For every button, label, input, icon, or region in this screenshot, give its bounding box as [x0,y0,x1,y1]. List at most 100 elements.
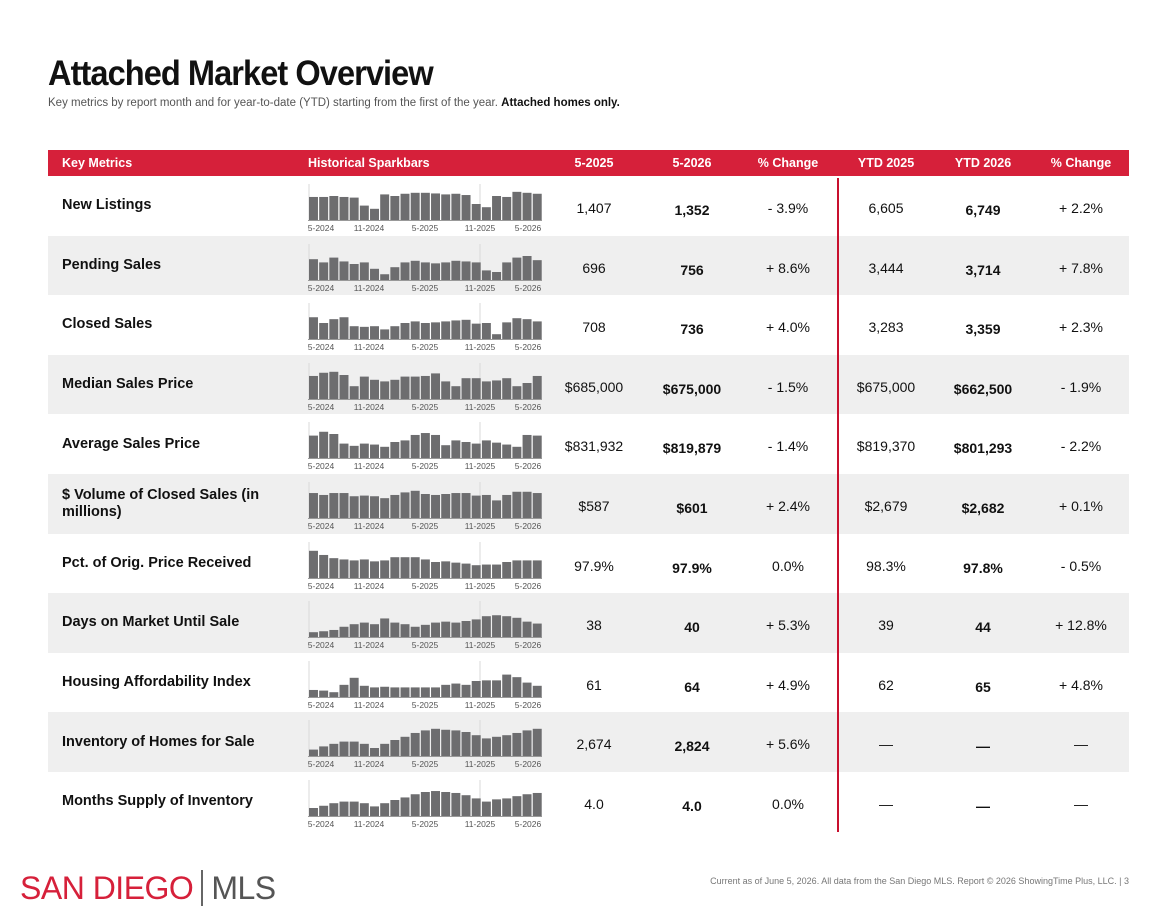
sparkbar-bar [471,261,481,280]
sparkbar-bar [532,193,542,220]
sparkbar-bar [349,559,359,578]
sparkbar-bar [400,323,410,340]
sparkbar-bar [532,685,542,697]
sparkbar-bar [532,729,542,757]
table-row: Closed Sales 5-2024 11-2024 5-2025 11-2025 5-… [48,295,1129,355]
sparkbar-bar [492,334,502,340]
sparkbar-bar [370,268,379,280]
sparkbar-bar [502,322,512,340]
sparkbar-bar [400,737,410,757]
sparkbar-bar [471,377,481,399]
cell-m2: 736 [680,321,704,338]
sparkbar-tick-label: 5-2024 [308,700,335,710]
sparkbar-bar [370,208,379,220]
sparkbar-bar [471,323,481,340]
sparkbar-tick-label: 11-2024 [354,581,385,591]
sparkbar-bar [492,443,502,459]
sparkbar-bar [319,432,329,459]
footer-note: Current as of June 5, 2026. All data fro… [710,876,1129,886]
cell-chg1: - 3.9% [767,200,809,216]
cell-y1: 6,605 [868,200,904,216]
sparkbar-bar [390,799,400,816]
cell-m2: $601 [676,499,708,516]
sparkbar-chart: 5-2024 11-2024 5-2025 11-2025 5-2026 [308,541,542,591]
sparkbar-bar [492,799,502,816]
sparkbar-bar [492,680,502,697]
metric-name: Days on Market Until Sale [62,614,240,631]
sparkbar-bar [532,321,542,340]
cell-chg2: — [1074,795,1088,812]
sparkbar-bar [390,740,400,757]
sparkbar-bar [329,257,339,280]
sparkbar-bar [522,382,532,399]
sparkbar-tick-label: 11-2025 [465,402,496,412]
sparkbar-bar [522,319,532,340]
sparkbar-bar [492,196,502,220]
sparkbar-bar [492,271,502,280]
sparkbar-bar [461,442,471,459]
sparkbar-bar [420,493,430,518]
sparkbar-bar [390,196,400,220]
header-ytd-change: % Change [1050,156,1112,170]
sparkbar-bar [431,494,441,518]
sparkbar-bar [461,563,471,578]
cell-chg2: - 0.5% [1060,557,1102,574]
cell-chg2: + 2.3% [1059,319,1103,336]
sparkbar-bar [441,493,451,518]
sparkbar-bar [471,680,481,697]
sparkbar-bar [471,495,481,518]
sparkbar-bar [481,616,491,638]
sparkbar-tick-label: 5-2025 [412,819,439,829]
sparkbar-bar [512,559,522,578]
sparkbar-bar [420,192,430,220]
sparkbar-bar [359,803,369,816]
sparkbar-bar [319,746,329,757]
cell-chg2: + 4.8% [1059,676,1103,693]
sparkbar-bar [512,617,522,638]
sparkbar-bar [451,622,461,638]
cell-chg1: + 5.3% [766,617,810,634]
sparkbar-bar [309,807,318,816]
table-row: New Listings 5-2024 11-2024 5-2025 11-2025 5-… [48,176,1129,236]
cell-m1: 4.0 [584,795,604,812]
metrics-table: Key Metrics Historical Sparkbars 5-2025 … [48,150,1129,832]
sparkbar-tick-label: 5-2024 [308,759,335,769]
sparkbar-tick-label: 11-2025 [465,700,496,710]
cell-y1: 62 [878,676,894,693]
sparkbar-bar [400,492,410,518]
sparkbar-bar [451,440,461,459]
sparkbar-bar [410,435,420,459]
cell-y1: $675,000 [856,378,916,395]
sparkbar-bar [512,733,522,757]
sparkbar-bar [349,326,359,340]
sparkbar-bar [512,447,522,459]
sparkbar-bar [461,795,471,816]
sparkbar-bar [420,559,430,578]
sparkbar-bar [370,444,379,459]
header-month-2025: 5-2025 [574,156,614,170]
sparkbar-bar [502,735,512,757]
header-month-2026: 5-2026 [672,156,712,170]
table-row: Days on Market Until Sale 5-2024 11-2024 5-… [48,593,1129,653]
sparkbar-chart: 5-2024 11-2024 5-2025 11-2025 5-2026 [308,362,542,412]
sparkbar-bar [522,192,532,220]
sparkbar-bar [481,801,491,816]
sparkbar-tick-label: 5-2024 [308,640,335,650]
sparkbar-bar [339,493,349,518]
sparkbar-bar [329,557,339,578]
sparkbar-bar [410,556,420,578]
cell-chg2: + 7.8% [1059,259,1103,276]
cell-chg2: + 12.8% [1055,617,1107,634]
sparkbar-bar [461,261,471,280]
sparkbar-bar [481,440,491,459]
cell-m2: 1,352 [674,202,710,218]
sparkbar-bar [502,561,512,578]
sparkbar-tick-label: 5-2026 [515,283,542,293]
sparkbar-bar [309,375,318,399]
sparkbar-bar [380,744,390,757]
sparkbar-tick-label: 5-2026 [515,581,542,591]
sparkbar-bar [512,385,522,399]
cell-y2: 6,749 [965,202,1001,218]
cell-chg2: + 0.1% [1059,497,1103,514]
sparkbar-bar [512,191,522,220]
